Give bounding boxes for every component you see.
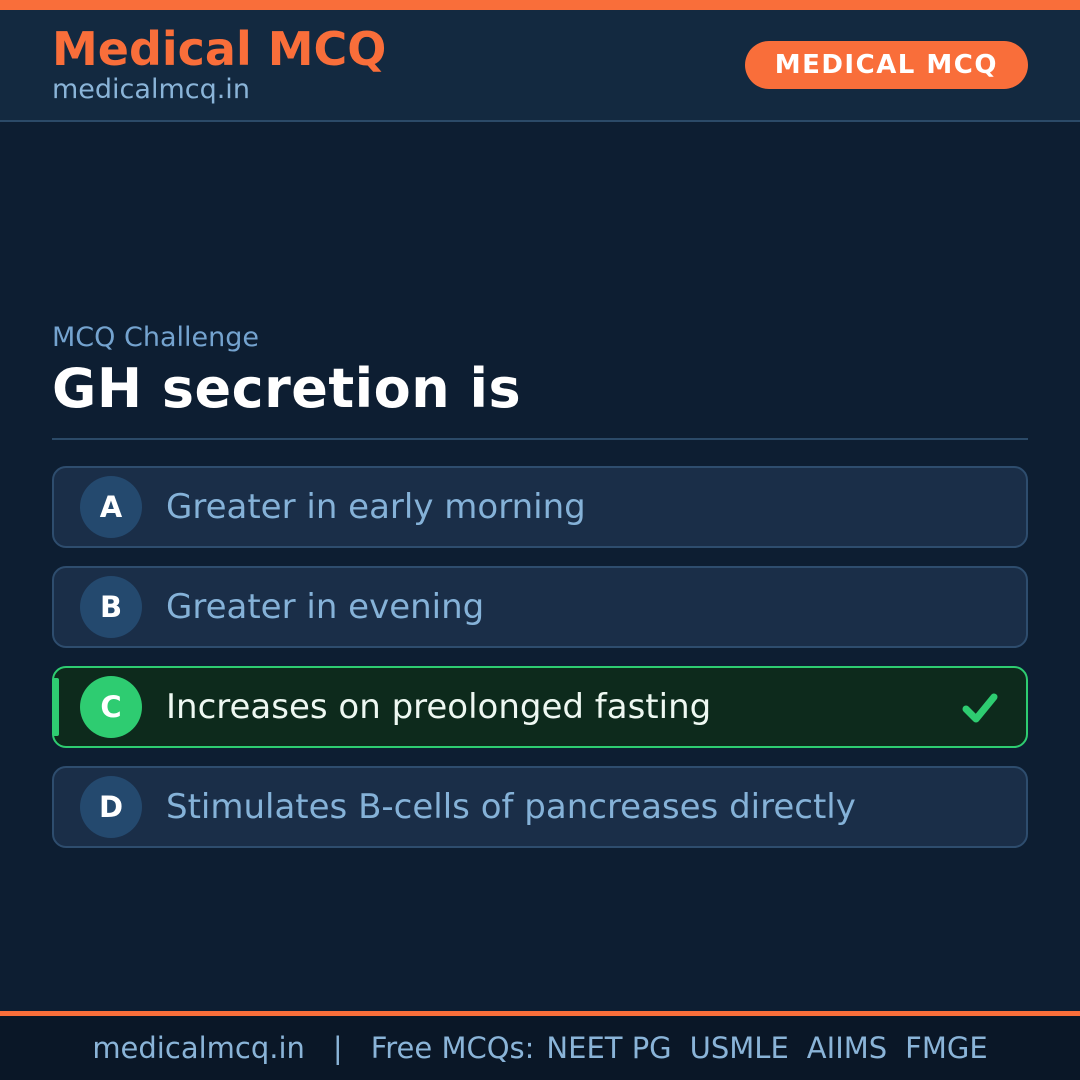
option-b-letter-badge: B	[80, 576, 142, 638]
option-a-label: Greater in early morning	[166, 487, 586, 527]
footer-exam-fmge: FMGE	[905, 1031, 988, 1065]
option-a[interactable]: A Greater in early morning	[52, 466, 1028, 548]
option-d-letter-badge: D	[80, 776, 142, 838]
correct-accent-bar	[52, 678, 59, 736]
options-list: A Greater in early morning B Greater in …	[52, 466, 1028, 848]
question-divider	[52, 438, 1028, 440]
option-c-letter-badge: C	[80, 676, 142, 738]
footer: medicalmcq.in | Free MCQs: NEET PG USMLE…	[0, 1011, 1080, 1080]
question-eyebrow: MCQ Challenge	[52, 322, 259, 353]
header: Medical MCQ medicalmcq.in MEDICAL MCQ	[0, 10, 1080, 122]
top-accent-bar	[0, 0, 1080, 10]
check-icon	[962, 693, 998, 723]
footer-separator: |	[332, 1031, 343, 1065]
option-c-correct[interactable]: C Increases on preolonged fasting	[52, 666, 1028, 748]
option-a-letter-badge: A	[80, 476, 142, 538]
option-d-label: Stimulates B-cells of pancreases directl…	[166, 787, 856, 827]
brand: Medical MCQ medicalmcq.in	[52, 22, 387, 105]
brand-title: Medical MCQ	[52, 22, 387, 77]
brand-badge: MEDICAL MCQ	[744, 41, 1028, 89]
footer-exam-aiims: AIIMS	[806, 1031, 888, 1065]
question-section: MCQ Challenge GH secretion is A Greater …	[0, 322, 1080, 848]
option-b[interactable]: B Greater in evening	[52, 566, 1028, 648]
footer-exam-neetpg: NEET PG	[546, 1031, 672, 1065]
brand-subtitle: medicalmcq.in	[52, 73, 250, 105]
footer-label: Free MCQs:	[370, 1031, 535, 1065]
footer-exam-usmle: USMLE	[689, 1031, 789, 1065]
footer-site: medicalmcq.in	[92, 1031, 305, 1065]
option-c-label: Increases on preolonged fasting	[166, 687, 712, 727]
option-b-label: Greater in evening	[166, 587, 485, 627]
option-d[interactable]: D Stimulates B-cells of pancreases direc…	[52, 766, 1028, 848]
question-title: GH secretion is	[52, 357, 522, 420]
